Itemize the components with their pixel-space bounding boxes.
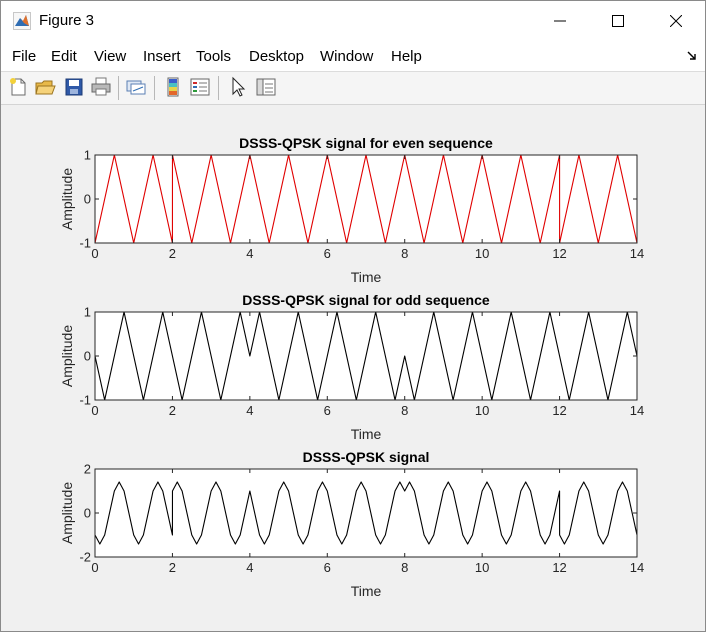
x-tick-label: 12: [552, 403, 566, 418]
x-axis-label: Time: [351, 426, 382, 442]
close-button[interactable]: [647, 1, 705, 41]
toolbar-separator: [218, 76, 219, 100]
plot-title: DSSS-QPSK signal: [303, 449, 430, 465]
y-axis-label: Amplitude: [59, 325, 75, 387]
y-tick-label: -1: [79, 236, 91, 251]
x-tick-label: 0: [91, 560, 98, 575]
menu-bar: File Edit View Insert Tools Desktop Wind…: [1, 41, 705, 72]
menu-file[interactable]: File: [12, 48, 37, 65]
menu-insert[interactable]: Insert: [143, 48, 181, 65]
x-axis-label: Time: [351, 583, 382, 599]
x-tick-label: 8: [401, 560, 408, 575]
x-tick-label: 6: [324, 403, 331, 418]
legend-icon[interactable]: [189, 76, 211, 98]
x-tick-label: 12: [552, 560, 566, 575]
x-tick-label: 6: [324, 560, 331, 575]
maximize-button[interactable]: [589, 1, 647, 41]
save-icon[interactable]: [63, 76, 85, 98]
x-tick-label: 8: [401, 403, 408, 418]
y-axis-label: Amplitude: [59, 168, 75, 230]
x-tick-label: 8: [401, 246, 408, 261]
edit-plot-arrow-icon[interactable]: [227, 76, 249, 98]
y-tick-label: -1: [79, 393, 91, 408]
x-tick-label: 2: [169, 560, 176, 575]
x-tick-label: 0: [91, 403, 98, 418]
x-tick-label: 0: [91, 246, 98, 261]
y-tick-label: 0: [84, 506, 91, 521]
figure-canvas: 0 2 4 6 8 10 12 14 -1 0 1 DSSS-QPSK signal for even…: [1, 105, 705, 631]
menu-tools[interactable]: Tools: [196, 48, 232, 65]
y-tick-label: 1: [84, 148, 91, 163]
x-tick-label: 4: [246, 403, 253, 418]
x-tick-label: 12: [552, 246, 566, 261]
x-tick-label: 10: [475, 560, 489, 575]
menu-help[interactable]: Help: [391, 48, 422, 65]
x-tick-label: 2: [169, 403, 176, 418]
toolbar-separator: [154, 76, 155, 100]
y-axis-label: Amplitude: [59, 482, 75, 544]
open-file-icon[interactable]: [34, 76, 56, 98]
x-tick-label: 14: [630, 246, 644, 261]
matlab-logo-icon: [13, 12, 31, 30]
menu-edit[interactable]: Edit: [51, 48, 77, 65]
colorbar-icon[interactable]: [162, 76, 184, 98]
x-tick-label: 4: [246, 560, 253, 575]
print-icon[interactable]: [90, 76, 112, 98]
window-title: Figure 3: [39, 12, 95, 29]
x-tick-label: 4: [246, 246, 253, 261]
menu-view[interactable]: View: [94, 48, 127, 65]
figure-toolbar: [1, 72, 705, 105]
y-tick-label: 2: [84, 462, 91, 477]
x-tick-label: 14: [630, 560, 644, 575]
signal-line: [94, 311, 638, 401]
axes-background[interactable]: [95, 155, 637, 243]
plot-title: DSSS-QPSK signal for even sequence: [239, 135, 493, 151]
x-tick-label: 14: [630, 403, 644, 418]
signal-line: [94, 481, 638, 545]
dock-arrow-icon[interactable]: [685, 49, 699, 63]
x-tick-label: 6: [324, 246, 331, 261]
maximize-icon: [612, 15, 624, 27]
x-tick-label: 10: [475, 403, 489, 418]
toolbar-separator: [118, 76, 119, 100]
x-axis-label: Time: [351, 269, 382, 285]
axes-background[interactable]: [95, 469, 637, 557]
y-tick-label: 1: [84, 305, 91, 320]
close-icon: [670, 15, 682, 27]
y-tick-label: 0: [84, 349, 91, 364]
minimize-button[interactable]: [531, 1, 589, 41]
title-bar[interactable]: Figure 3: [1, 1, 705, 41]
menu-desktop[interactable]: Desktop: [249, 48, 305, 65]
x-tick-label: 10: [475, 246, 489, 261]
plot-title: DSSS-QPSK signal for odd sequence: [242, 292, 490, 308]
y-tick-label: -2: [79, 550, 91, 565]
new-figure-icon[interactable]: [7, 76, 29, 98]
x-tick-label: 2: [169, 246, 176, 261]
link-plot-icon[interactable]: [125, 76, 147, 98]
property-inspector-icon[interactable]: [255, 76, 277, 98]
minimize-icon: [554, 20, 566, 22]
menu-window[interactable]: Window: [320, 48, 374, 65]
y-tick-label: 0: [84, 192, 91, 207]
